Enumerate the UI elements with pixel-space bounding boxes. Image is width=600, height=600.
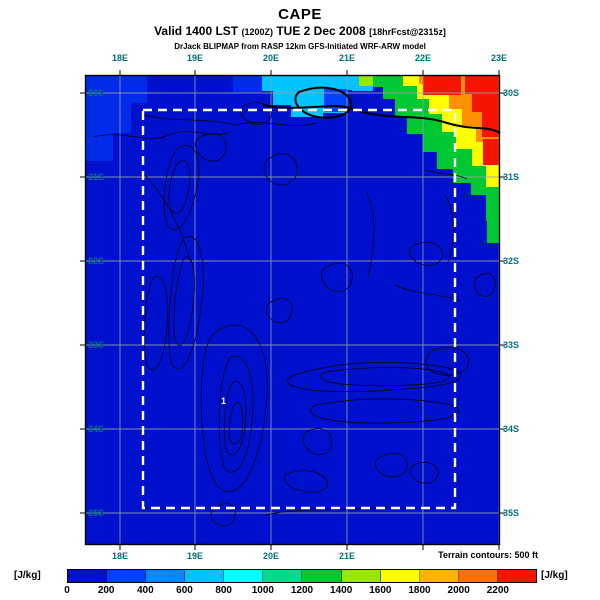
chart-title: CAPE xyxy=(278,6,322,23)
lat-lon-grid xyxy=(85,75,500,545)
contour-label-1: 1 xyxy=(221,396,226,406)
colorbar-tick-600: 600 xyxy=(176,585,193,596)
lat-label-right-31S: 31S xyxy=(503,172,520,182)
colorbar-tick-2200: 2200 xyxy=(486,585,509,596)
colorbar-tick-1400: 1400 xyxy=(330,585,353,596)
colorbar-cell-10 xyxy=(458,570,498,582)
lat-label-right-35S: 35S xyxy=(503,508,520,518)
colorbar-cell-5 xyxy=(263,570,303,582)
colorbar-cell-11 xyxy=(497,570,536,582)
colorbar-unit-right: [J/kg] xyxy=(541,570,568,581)
colorbar-cell-8 xyxy=(380,570,420,582)
valid-date: TUE 2 Dec 2008 xyxy=(276,24,366,38)
lat-label-right-33S: 33S xyxy=(503,340,520,350)
colorbar-tick-0: 0 xyxy=(64,585,70,596)
lon-label-bottom-19E: 19E xyxy=(186,551,204,561)
colorbar-cell-4 xyxy=(224,570,264,582)
lat-label-right-34S: 34S xyxy=(503,424,520,434)
colorbar-cell-7 xyxy=(341,570,381,582)
colorbar-ticks: 0 200 400 600 800 1000 1200 1400 1600 1800 2000 220… xyxy=(64,585,537,597)
colorbar-tick-800: 800 xyxy=(215,585,232,596)
colorbar-cell-2 xyxy=(146,570,186,582)
valid-prefix: Valid 1400 LST xyxy=(154,24,239,38)
lon-label-top-23E: 23E xyxy=(490,53,508,63)
lat-label-right-30S: 30S xyxy=(503,88,520,98)
nested-domain-outline xyxy=(141,108,457,510)
lat-label-right-32S: 32S xyxy=(503,256,520,266)
lon-label-top-19E: 19E xyxy=(186,53,204,63)
cape-maximum-northeast xyxy=(359,75,500,243)
lat-label-left-33S: 33S xyxy=(88,340,105,350)
colorbar-cell-6 xyxy=(302,570,342,582)
valid-time-line: Valid 1400 LST (1200Z) TUE 2 Dec 2008 [1… xyxy=(0,24,600,38)
colorbar-cell-3 xyxy=(185,570,225,582)
lon-label-top-22E: 22E xyxy=(414,53,432,63)
lat-label-left-30S: 30S xyxy=(88,88,105,98)
colorbar-tick-2000: 2000 xyxy=(447,585,470,596)
colorbar-cell-1 xyxy=(107,570,147,582)
colorbar-tick-1000: 1000 xyxy=(251,585,274,596)
colorbar-tick-1600: 1600 xyxy=(369,585,392,596)
terrain-contours xyxy=(92,102,496,527)
colorbar-tick-1200: 1200 xyxy=(290,585,314,596)
lat-label-left-32S: 32S xyxy=(88,256,105,266)
axis-ticks xyxy=(80,70,505,550)
colorbar-tick-200: 200 xyxy=(97,585,115,596)
thick-terrain-contours xyxy=(262,86,501,134)
lat-label-left-34S: 34S xyxy=(88,424,105,434)
colorbar-tick-1800: 1800 xyxy=(408,585,431,596)
cape-field-low xyxy=(85,75,500,545)
lat-label-left-31S: 31S xyxy=(88,172,105,182)
map-border xyxy=(84,74,501,546)
lon-label-bottom-18E: 18E xyxy=(111,551,129,561)
lon-label-top-21E: 21E xyxy=(338,53,356,63)
colorbar-cell-9 xyxy=(419,570,459,582)
colorbar-cell-0 xyxy=(68,570,108,582)
map-canvas: 1 xyxy=(80,70,505,550)
colorbar-unit-left: [J/kg] xyxy=(14,570,41,581)
model-attribution-line: DrJack BLIPMAP from RASP 12km GFS-Initia… xyxy=(174,42,426,51)
lon-label-bottom-20E: 20E xyxy=(262,551,280,561)
forecast-tag: [18hrFcst@2315z] xyxy=(369,27,446,37)
cape-patches-blue xyxy=(85,75,262,161)
colorbar-gradient xyxy=(67,569,537,583)
lon-label-top-20E: 20E xyxy=(262,53,280,63)
lon-label-top-18E: 18E xyxy=(111,53,129,63)
lat-label-left-35S: 35S xyxy=(88,508,105,518)
colorbar-tick-400: 400 xyxy=(136,585,154,596)
lon-label-bottom-21E: 21E xyxy=(338,551,356,561)
terrain-note: Terrain contours: 500 ft xyxy=(438,550,538,560)
valid-zulu: (1200Z) xyxy=(241,27,273,37)
